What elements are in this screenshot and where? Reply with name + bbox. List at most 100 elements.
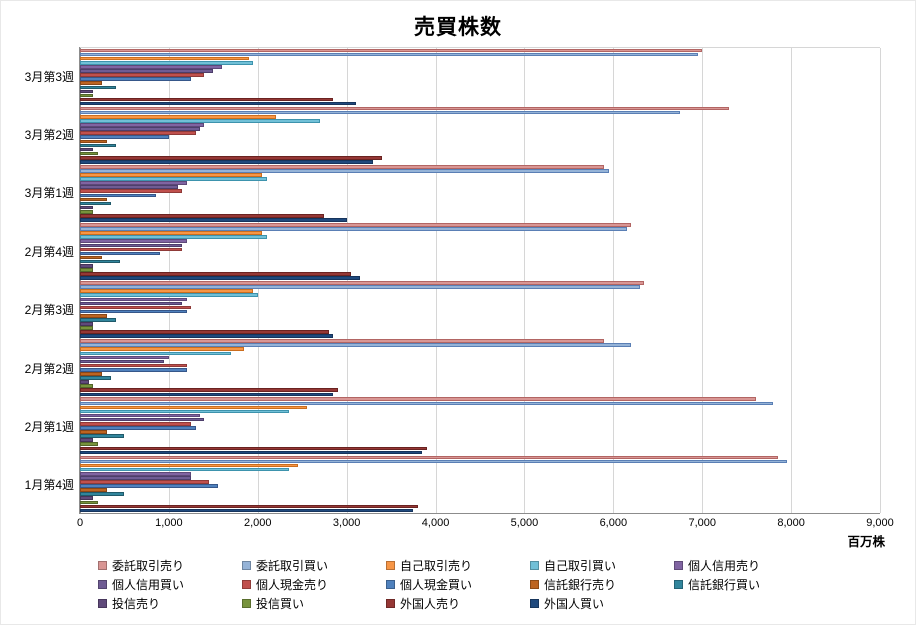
legend-swatch — [386, 561, 395, 570]
bar-投信売り — [80, 322, 94, 326]
bar-個人現金買い — [80, 193, 156, 198]
bar-個人現金買い — [80, 367, 187, 372]
gridline — [435, 48, 437, 513]
bar-自己取引買い — [80, 293, 258, 298]
bar-投信売り — [80, 147, 94, 152]
bar-外国人売り — [80, 155, 383, 160]
bar-個人現金売り — [80, 189, 183, 194]
legend-item: 自己取引買い — [530, 556, 674, 575]
bar-信託銀行買い — [80, 376, 112, 380]
bar-委託取引売り — [80, 339, 605, 343]
legend-item: 信託銀行買い — [674, 575, 818, 594]
bar-外国人売り — [80, 97, 334, 102]
y-axis-category-label: 1月第4週 — [24, 478, 74, 493]
legend-label: 自己取引売り — [400, 559, 473, 573]
legend-swatch — [530, 599, 539, 608]
bar-信託銀行買い — [80, 85, 116, 90]
bar-委託取引売り — [80, 455, 778, 460]
y-axis-category-label: 3月第3週 — [24, 69, 74, 84]
bar-委託取引売り — [80, 48, 703, 53]
bar-group — [80, 222, 880, 280]
bar-個人現金買い — [80, 251, 160, 256]
bar-個人信用買い — [80, 301, 183, 306]
legend-label: 個人現金売り — [256, 578, 329, 592]
legend-swatch — [242, 580, 251, 589]
bar-信託銀行買い — [80, 143, 116, 148]
chart-body: 3月第3週 3月第2週 3月第1週 2月第4週 2月第3週 2月第2週 2月第1週 1月第4週 — [1, 47, 915, 514]
bar-投信買い — [80, 209, 94, 214]
legend-item: 信託銀行売り — [530, 575, 674, 594]
bar-投信買い — [80, 93, 94, 98]
bar-投信売り — [80, 89, 94, 94]
bar-信託銀行売り — [80, 255, 103, 260]
bar-自己取引売り — [80, 347, 245, 352]
bar-信託銀行売り — [80, 313, 107, 318]
bar-外国人買い — [80, 160, 374, 164]
bars — [80, 48, 880, 513]
bar-自己取引買い — [80, 409, 289, 414]
y-axis-category-label: 2月第1週 — [24, 419, 74, 434]
bar-投信買い — [80, 151, 98, 156]
bar-委託取引買い — [80, 459, 787, 464]
legend-label: 信託銀行売り — [544, 578, 617, 592]
bar-個人信用買い — [80, 185, 178, 189]
bar-group — [80, 164, 880, 222]
chart-title: 売買株数 — [414, 16, 502, 39]
bar-個人信用買い — [80, 359, 165, 364]
x-axis-tick-label: 5,000 — [510, 517, 539, 529]
bar-自己取引売り — [80, 114, 276, 119]
bar-group — [80, 455, 880, 513]
bar-個人現金売り — [80, 305, 192, 310]
bar-委託取引売り — [80, 223, 632, 227]
legend-swatch — [242, 599, 251, 608]
bar-委託取引買い — [80, 401, 774, 406]
bar-投信買い — [80, 326, 94, 330]
bar-投信売り — [80, 496, 94, 501]
bar-group — [80, 339, 880, 397]
bar-信託銀行売り — [80, 372, 103, 376]
bar-group — [80, 281, 880, 339]
legend-swatch — [98, 580, 107, 589]
bar-自己取引買い — [80, 351, 232, 356]
legend-label: 個人現金買い — [400, 578, 473, 592]
bar-投信売り — [80, 205, 94, 210]
bar-自己取引売り — [80, 231, 263, 235]
legend-swatch — [530, 561, 539, 570]
plot-area — [80, 47, 881, 514]
bar-信託銀行買い — [80, 492, 125, 496]
bar-投信買い — [80, 442, 98, 447]
bar-自己取引買い — [80, 119, 320, 123]
bar-個人現金買い — [80, 135, 169, 140]
x-axis-tick-label: 1,000 — [155, 517, 183, 529]
bar-group — [80, 48, 880, 106]
bar-個人現金売り — [80, 247, 183, 252]
x-axis-tick-label: 9,000 — [866, 517, 894, 529]
bar-委託取引売り — [80, 106, 729, 111]
y-axis-category-label: 3月第2週 — [24, 128, 74, 143]
legend-label: 投信買い — [256, 597, 305, 611]
legend-label: 個人信用売り — [688, 559, 761, 573]
legend-label: 投信売り — [112, 597, 161, 611]
legend-item: 個人信用買い — [98, 575, 242, 594]
bar-外国人売り — [80, 446, 427, 451]
gridline — [880, 48, 881, 513]
legend-swatch — [242, 561, 251, 570]
bar-個人現金買い — [80, 309, 187, 314]
bar-信託銀行売り — [80, 488, 107, 492]
bar-外国人売り — [80, 388, 338, 392]
bar-信託銀行売り — [80, 139, 107, 144]
bar-信託銀行売り — [80, 197, 107, 202]
bar-信託銀行買い — [80, 259, 120, 264]
y-axis-category-label: 3月第1週 — [24, 186, 74, 201]
legend-swatch — [98, 561, 107, 570]
bar-個人現金買い — [80, 426, 196, 430]
legend-item: 委託取引買い — [242, 556, 386, 575]
bar-個人信用買い — [80, 417, 205, 422]
bar-個人現金売り — [80, 421, 192, 426]
bar-個人信用売り — [80, 355, 169, 360]
bar-個人信用買い — [80, 127, 200, 131]
legend-item: 外国人売り — [386, 594, 530, 613]
bar-group — [80, 106, 880, 164]
bar-信託銀行売り — [80, 430, 107, 434]
bar-委託取引買い — [80, 227, 627, 231]
